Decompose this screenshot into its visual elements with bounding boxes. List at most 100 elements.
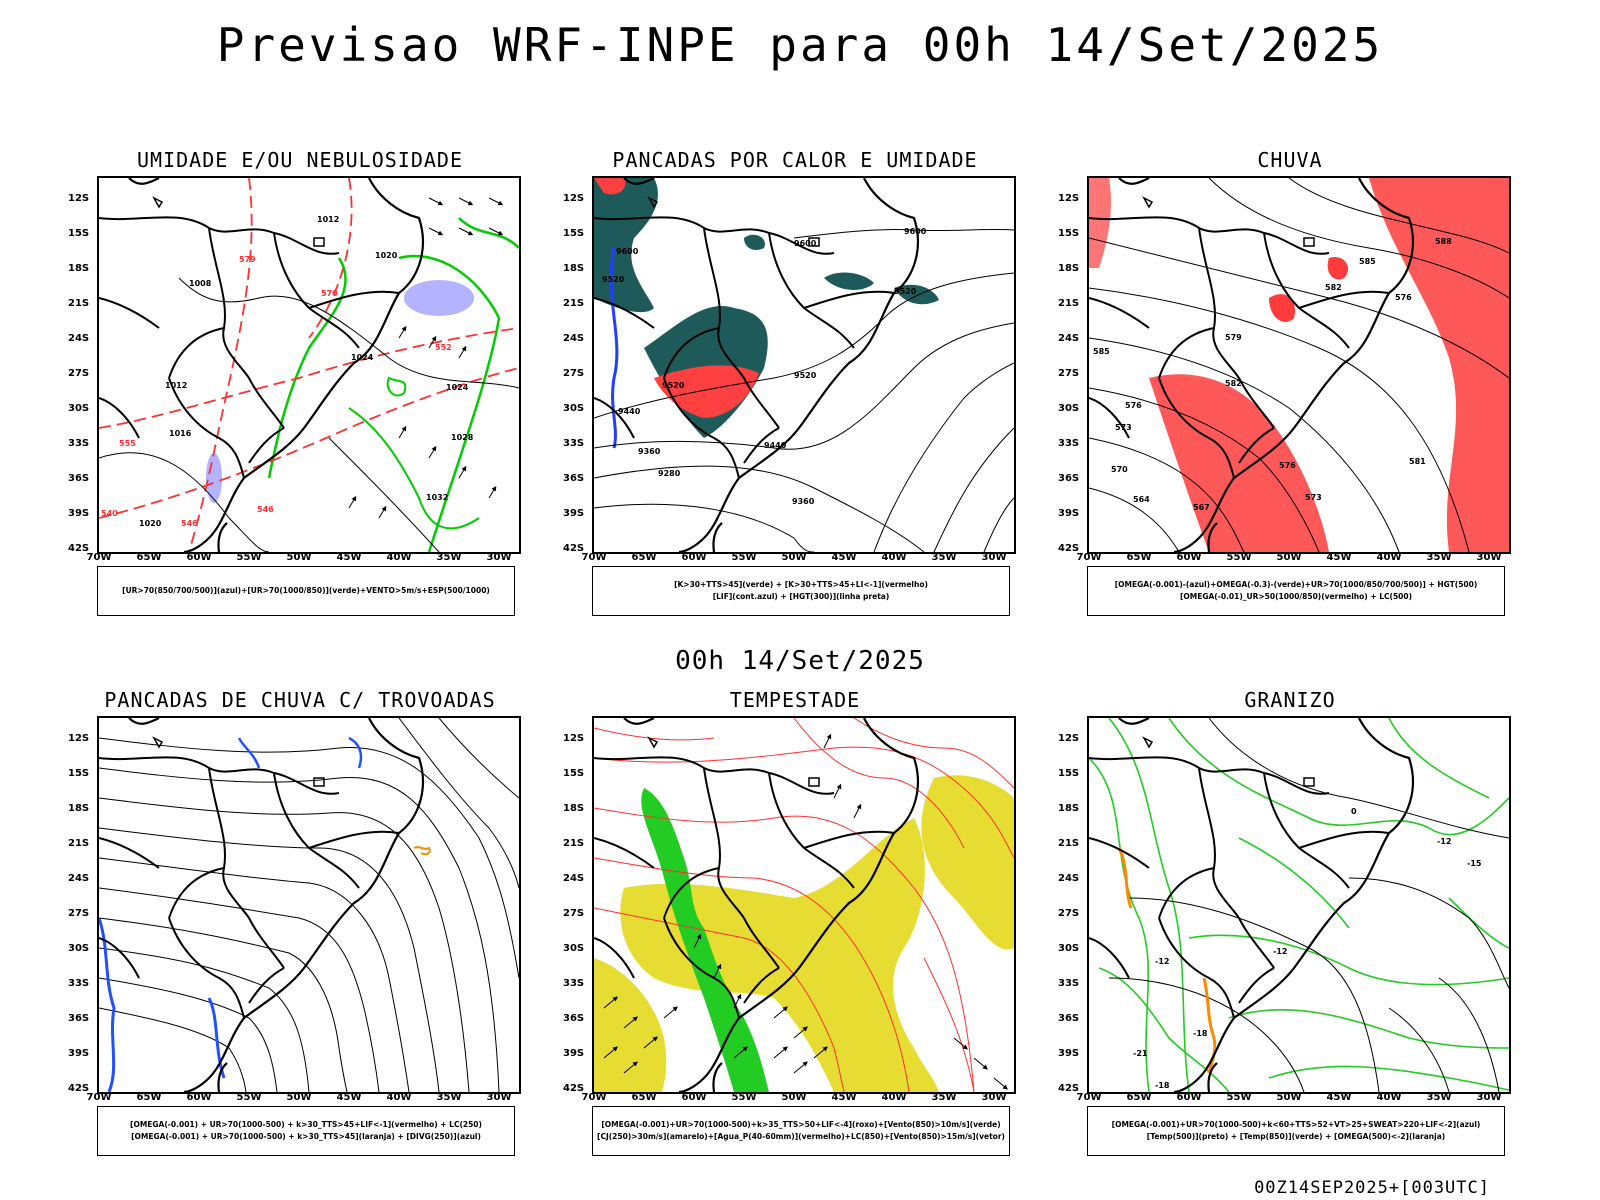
map-label: 9360	[792, 497, 815, 506]
map-label: 1024	[446, 383, 469, 392]
lat-label: 30S	[563, 943, 585, 954]
map-label: 1024	[351, 353, 374, 362]
lat-label: 24S	[68, 333, 90, 344]
lat-label: 24S	[1058, 873, 1080, 884]
lat-label: 21S	[1058, 838, 1080, 849]
lat-label: 30S	[1058, 943, 1080, 954]
panel-title: PANCADAS DE CHUVA C/ TROVOADAS	[104, 688, 496, 712]
lat-label: 21S	[563, 298, 585, 309]
map-label: 582	[1225, 379, 1242, 388]
lat-label: 12S	[563, 193, 585, 204]
lat-label: 24S	[563, 873, 585, 884]
map-label: 1028	[451, 433, 474, 442]
map-label: 579	[1225, 333, 1242, 342]
lat-label: 15S	[1058, 768, 1080, 779]
map-label: 1012	[317, 215, 339, 224]
lon-label: 70W	[86, 552, 112, 563]
lat-label: 27S	[1058, 368, 1080, 379]
lon-label: 65W	[136, 1092, 162, 1103]
lat-label: 18S	[563, 263, 585, 274]
lon-label: 30W	[981, 1092, 1007, 1103]
lat-label: 12S	[68, 193, 90, 204]
lat-label: 18S	[563, 803, 585, 814]
lon-label: 40W	[1376, 1092, 1402, 1103]
map-label: 588	[1435, 237, 1452, 246]
map-label: -18	[1155, 1081, 1170, 1090]
lon-label: 55W	[236, 1092, 262, 1103]
lon-label: 50W	[286, 1092, 312, 1103]
map-label: 9440	[618, 407, 641, 416]
lon-label: 60W	[681, 552, 707, 563]
panel-title: TEMPESTADE	[729, 688, 861, 712]
legend-line: [OMEGA(-0.001) + UR>70(1000-500) + k>30_…	[131, 1132, 481, 1141]
map-pancadas-calor: 9600 9600 9600 9520 9520 9520 9440 9440 …	[592, 176, 1016, 554]
lat-label: 36S	[563, 1013, 585, 1024]
map-label: 9600	[904, 227, 927, 236]
legend-line: [OMEGA(-0.001)-(azul)+OMEGA(-0.3)-(verde…	[1114, 580, 1478, 589]
lon-label: 45W	[1326, 552, 1352, 563]
map-label: 9280	[658, 469, 681, 478]
lat-label: 30S	[1058, 403, 1080, 414]
map-label: 1012	[165, 381, 187, 390]
lat-label: 42S	[68, 543, 90, 554]
lon-label: 65W	[631, 552, 657, 563]
map-label: 1020	[375, 251, 398, 260]
lat-label: 27S	[68, 368, 90, 379]
panel-legend: [UR>70(850/700/500)](azul)+[UR>70(1000/8…	[97, 566, 515, 616]
lat-label: 21S	[563, 838, 585, 849]
legend-line: [LIF](cont.azul) + [HGT(300)](linha pret…	[712, 592, 890, 601]
map-tempestade	[592, 716, 1016, 1094]
lat-label: 12S	[1058, 193, 1080, 204]
run-time-footer: 00Z14SEP2025+[003UTC]	[1254, 1178, 1490, 1198]
lon-label: 65W	[1126, 1092, 1152, 1103]
lon-label: 30W	[486, 552, 512, 563]
lon-label: 35W	[931, 552, 957, 563]
lat-label: 33S	[563, 978, 585, 989]
lat-label: 21S	[68, 298, 90, 309]
map-pancadas-calor-svg: 9600 9600 9600 9520 9520 9520 9440 9440 …	[594, 178, 1014, 552]
lat-label: 15S	[1058, 228, 1080, 239]
map-label: 567	[1193, 503, 1210, 512]
map-granizo-svg: -12 -15 -12 -12 -18 -18 -21 0	[1089, 718, 1509, 1092]
map-label: 570	[321, 289, 338, 298]
lon-label: 70W	[1076, 1092, 1102, 1103]
legend-line: [CJ(250)>30m/s](amarelo)+[Agua_P(40-60mm…	[597, 1132, 1005, 1141]
lat-label: 39S	[1058, 1048, 1080, 1059]
map-label: 540	[101, 509, 118, 518]
lon-label: 45W	[336, 552, 362, 563]
lat-label: 27S	[1058, 908, 1080, 919]
map-label: 576	[1125, 401, 1142, 410]
panel-title: PANCADAS POR CALOR E UMIDADE	[612, 148, 978, 172]
map-label: 1008	[189, 279, 212, 288]
lon-label: 30W	[1476, 1092, 1502, 1103]
lon-label: 55W	[1226, 552, 1252, 563]
map-label: 582	[1325, 283, 1342, 292]
lat-label: 33S	[68, 978, 90, 989]
lat-label: 33S	[1058, 438, 1080, 449]
map-label: 0	[1351, 807, 1357, 816]
lon-label: 40W	[386, 1092, 412, 1103]
legend-line: [OMEGA(-0.001)+UR>70(1000-500)+k<60+TTS>…	[1111, 1120, 1481, 1129]
lon-label: 60W	[186, 1092, 212, 1103]
legend-line: [K>30+TTS>45](verde) + [K>30+TTS>45+LI<-…	[674, 580, 928, 589]
map-label: -12	[1155, 957, 1169, 966]
map-label: 573	[1115, 423, 1132, 432]
map-label: 585	[1359, 257, 1376, 266]
lat-label: 18S	[1058, 803, 1080, 814]
lon-label: 30W	[1476, 552, 1502, 563]
lon-label: 45W	[1326, 1092, 1352, 1103]
lon-label: 40W	[881, 552, 907, 563]
map-label: 9520	[602, 275, 625, 284]
lon-label: 70W	[1076, 552, 1102, 563]
panel-umidade: UMIDADE E/OU NEBULOSIDADE	[50, 148, 550, 628]
lat-label: 42S	[563, 543, 585, 554]
lon-label: 50W	[781, 552, 807, 563]
lon-label: 45W	[336, 1092, 362, 1103]
legend-line: [OMEGA(-0.01)_UR>50(1000/850)(vermelho) …	[1179, 592, 1413, 601]
legend-line: [UR>70(850/700/500)](azul)+[UR>70(1000/8…	[122, 586, 490, 595]
lat-label: 42S	[68, 1083, 90, 1094]
lat-label: 30S	[68, 943, 90, 954]
map-label: 576	[1395, 293, 1412, 302]
map-granizo: -12 -15 -12 -12 -18 -18 -21 0	[1087, 716, 1511, 1094]
lon-label: 35W	[931, 1092, 957, 1103]
